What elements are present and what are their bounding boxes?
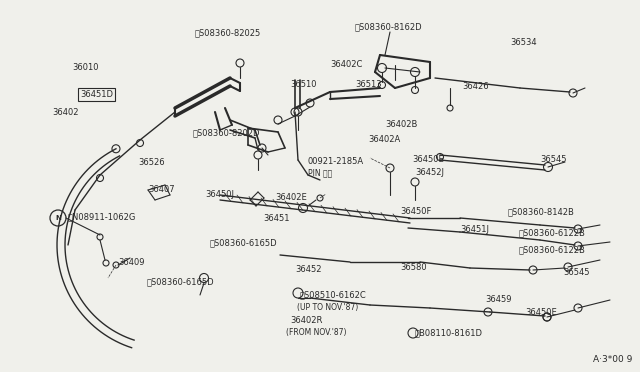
- Text: ⓈS08360-6165D: ⓈS08360-6165D: [210, 238, 278, 247]
- Text: ⓈS08360-8162D: ⓈS08360-8162D: [355, 22, 422, 31]
- Text: ⓈS08360-8142B: ⓈS08360-8142B: [508, 207, 575, 216]
- Text: 36452J: 36452J: [415, 168, 444, 177]
- Text: 36010: 36010: [72, 63, 99, 72]
- Text: ⓈS08360-6165D: ⓈS08360-6165D: [147, 277, 214, 286]
- Text: 36451: 36451: [263, 214, 289, 223]
- Text: ⓈS08360-6122B: ⓈS08360-6122B: [519, 228, 586, 237]
- Text: 36407: 36407: [148, 185, 175, 194]
- Text: 36451D: 36451D: [80, 90, 113, 99]
- Text: A·3*00 9: A·3*00 9: [593, 355, 632, 364]
- Text: ⓈS08360-8202D: ⓈS08360-8202D: [193, 128, 260, 137]
- Text: ⓈS08360-6122B: ⓈS08360-6122B: [519, 245, 586, 254]
- Text: 36450J: 36450J: [205, 190, 234, 199]
- Text: 36513: 36513: [355, 80, 381, 89]
- Text: 36526: 36526: [138, 158, 164, 167]
- Text: 36450E: 36450E: [412, 155, 444, 164]
- Text: ⒷB08110-8161D: ⒷB08110-8161D: [415, 328, 483, 337]
- Text: 36402R: 36402R: [290, 316, 323, 325]
- Text: 36402: 36402: [52, 108, 79, 117]
- Text: 36409: 36409: [118, 258, 145, 267]
- Text: (FROM NOV.'87): (FROM NOV.'87): [286, 328, 346, 337]
- Text: 36545: 36545: [540, 155, 566, 164]
- Text: (UP TO NOV.'87): (UP TO NOV.'87): [297, 303, 358, 312]
- Text: 36402A: 36402A: [368, 135, 400, 144]
- Text: 36402C: 36402C: [330, 60, 362, 69]
- Text: 36459: 36459: [485, 295, 511, 304]
- Text: 36426: 36426: [462, 82, 488, 91]
- Text: 36450F: 36450F: [400, 207, 431, 216]
- Text: 36450E: 36450E: [525, 308, 557, 317]
- Text: ⓈS08360-82025: ⓈS08360-82025: [195, 28, 261, 37]
- Text: ⓈS08510-6162C: ⓈS08510-6162C: [300, 290, 367, 299]
- Text: 36402E: 36402E: [275, 193, 307, 202]
- Text: 36402B: 36402B: [385, 120, 417, 129]
- Text: 36534: 36534: [510, 38, 536, 47]
- Text: 36545: 36545: [563, 268, 589, 277]
- Text: 00921-2185A: 00921-2185A: [308, 157, 364, 166]
- Text: N: N: [55, 215, 61, 221]
- Text: 36580: 36580: [400, 263, 427, 272]
- Text: 36510: 36510: [290, 80, 317, 89]
- Text: 36452: 36452: [295, 265, 321, 274]
- Text: 36451J: 36451J: [460, 225, 489, 234]
- Text: PIN ピン: PIN ピン: [308, 168, 332, 177]
- Text: ⓃN08911-1062G: ⓃN08911-1062G: [68, 212, 136, 221]
